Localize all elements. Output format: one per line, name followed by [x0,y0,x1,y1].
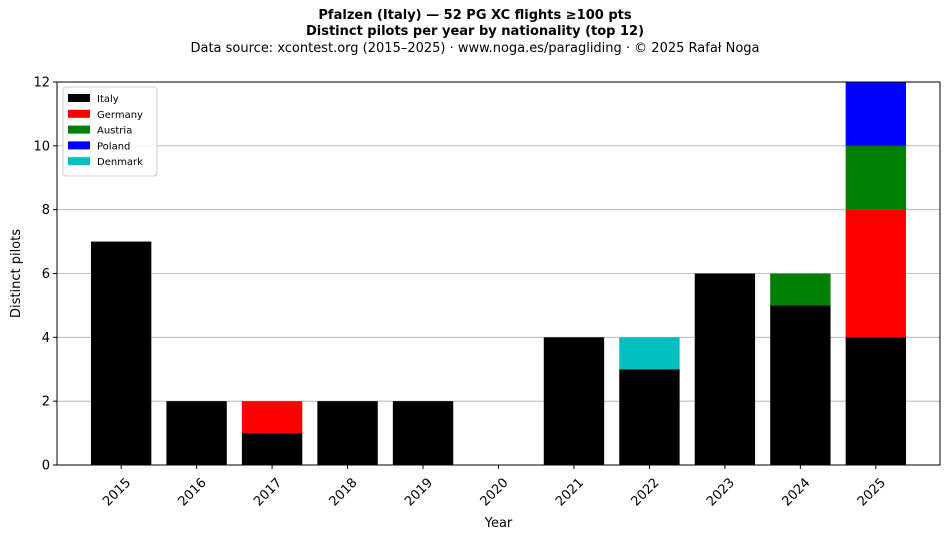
bar-austria-2025 [845,145,907,210]
bar-italy-2018 [317,401,378,465]
legend-swatch-denmark [68,157,90,166]
y-tick-label: 6 [42,267,50,282]
chart-title-secondary: Distinct pilots per year by nationality … [305,24,645,39]
legend-swatch-italy [68,94,90,102]
x-tick-label: 2021 [553,475,587,509]
x-tick-label: 2019 [402,475,436,509]
bar-italy-2016 [166,401,227,465]
x-tick-label: 2016 [176,475,210,509]
bar-germany-2025 [845,209,907,338]
legend: Italy Germany Austria Poland Denmark [62,86,158,177]
bar-italy-2019 [392,401,454,465]
x-tick-label: 2020 [478,475,512,509]
legend-box [62,86,158,177]
x-tick-label: 2023 [704,475,738,509]
chart-subtitle: Data source: xcontest.org (2015–2025) · … [190,41,760,56]
legend-swatch-germany [68,109,90,118]
bar-italy-2021 [543,337,605,465]
bar-germany-2017 [241,401,303,434]
bar-austria-2024 [770,273,831,306]
y-axis: 0 2 4 6 8 10 12 [33,76,57,474]
y-tick-label: 4 [42,331,50,346]
x-tick-label: 2017 [251,475,285,509]
legend-label-austria: Austria [97,126,132,137]
bar-italy-2025 [845,337,907,465]
bar-italy-2024 [770,305,831,465]
x-axis: 2015 2016 2017 2018 2019 2020 2021 2022 2023 2024… [100,465,889,509]
y-axis-label: Distinct pilots [9,229,24,318]
bar-italy-2023 [694,273,756,465]
x-tick-label: 2018 [327,475,361,509]
y-tick-label: 2 [42,395,50,410]
bar-italy-2017 [241,433,303,465]
x-tick-label: 2024 [779,475,813,509]
y-tick-label: 0 [42,459,50,474]
bar-denmark-2022 [619,337,680,370]
y-tick-label: 8 [42,203,50,218]
legend-swatch-poland [68,141,90,150]
x-axis-label: Year [484,516,513,531]
legend-swatch-austria [68,125,90,134]
legend-label-denmark: Denmark [97,157,143,168]
bar-poland-2025 [845,82,907,146]
legend-label-italy: Italy [97,94,119,105]
bar-italy-2015 [90,241,152,465]
bar-italy-2022 [619,369,680,465]
legend-label-germany: Germany [97,110,143,121]
chart-title: Pfalzen (Italy) — 52 PG XC flights ≥100 … [318,8,632,23]
chart-titles: Pfalzen (Italy) — 52 PG XC flights ≥100 … [0,8,950,57]
legend-label-poland: Poland [97,141,130,152]
x-tick-label: 2025 [855,475,889,509]
x-tick-label: 2022 [628,475,662,509]
x-tick-label: 2015 [100,475,134,509]
y-tick-label: 10 [33,139,50,154]
y-tick-label: 12 [33,76,50,91]
bars [90,82,907,465]
